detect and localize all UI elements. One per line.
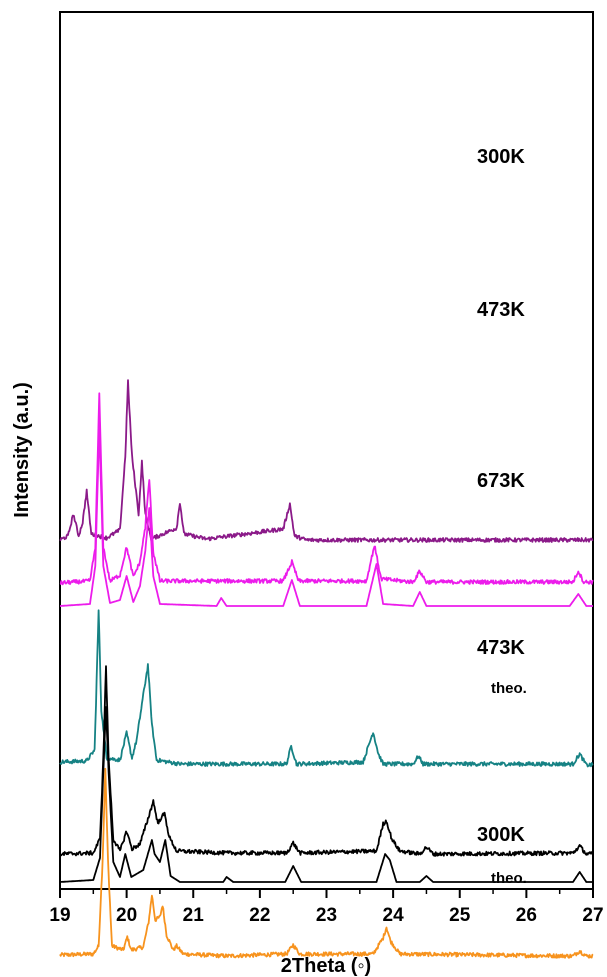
series-line-0	[59, 767, 594, 959]
label-300k-top: 300K	[477, 146, 525, 168]
x-tick-label: 26	[516, 905, 537, 926]
x-tick-label: 22	[249, 905, 270, 926]
x-tick-label: 27	[582, 905, 603, 926]
series-line-6	[59, 706, 594, 883]
label-theo-black: theo.	[491, 870, 527, 887]
x-tick-label: 20	[116, 905, 137, 926]
series-layer	[59, 379, 594, 959]
label-473k-low: 473K	[477, 637, 525, 659]
x-tick-label: 21	[183, 905, 205, 926]
label-673k: 673K	[477, 470, 525, 492]
x-tick-label: 23	[316, 905, 337, 926]
y-axis-label: Intensity (a.u.)	[11, 382, 33, 518]
series-line-5	[59, 665, 594, 857]
x-axis-label: 2Theta (◦)	[281, 955, 371, 977]
plot-frame	[59, 11, 594, 890]
label-theo-magenta: theo.	[491, 680, 527, 697]
series-line-3	[59, 392, 594, 586]
x-tick-label: 25	[449, 905, 471, 926]
label-473k-mid: 473K	[477, 299, 525, 321]
series-line-4	[59, 425, 594, 607]
x-tick-label: 24	[383, 905, 405, 926]
series-line-1	[59, 609, 594, 768]
x-tick-label: 19	[49, 905, 70, 926]
x-axis-ticks: 19 20 21 22 23 24 25 26 27	[49, 889, 604, 926]
label-300k-bottom: 300K	[477, 824, 525, 846]
series-line-2	[59, 379, 594, 543]
